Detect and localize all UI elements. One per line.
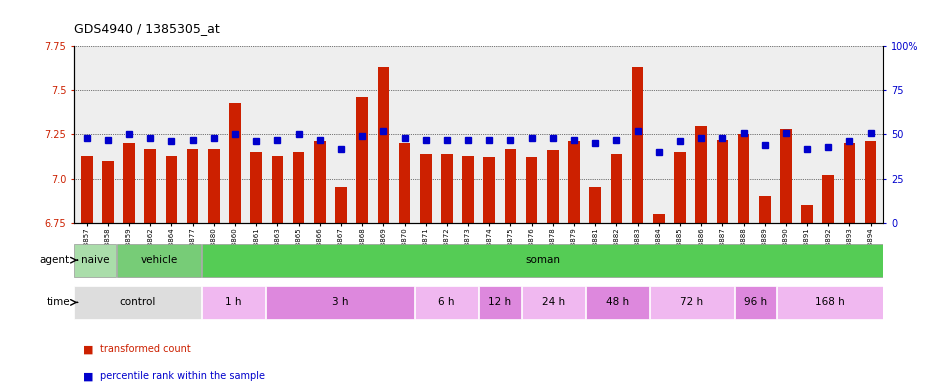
Bar — [74, 244, 117, 276]
Text: naive: naive — [81, 255, 109, 265]
Bar — [462, 156, 474, 223]
Bar — [123, 143, 135, 223]
Text: transformed count: transformed count — [100, 344, 191, 354]
Bar — [547, 150, 559, 223]
Bar — [777, 286, 883, 319]
Text: soman: soman — [525, 255, 560, 265]
Bar — [356, 97, 368, 223]
Bar — [484, 157, 495, 223]
Bar — [166, 156, 178, 223]
Text: vehicle: vehicle — [141, 255, 178, 265]
Text: GDS4940 / 1385305_at: GDS4940 / 1385305_at — [74, 22, 220, 35]
Bar — [780, 129, 792, 223]
Text: 1 h: 1 h — [226, 297, 242, 308]
Text: 24 h: 24 h — [542, 297, 565, 308]
Bar — [251, 152, 262, 223]
Text: ■: ■ — [83, 344, 93, 354]
Bar — [399, 143, 411, 223]
Bar — [377, 67, 389, 223]
Text: ■: ■ — [83, 371, 93, 381]
Text: control: control — [119, 297, 156, 308]
Bar — [844, 143, 856, 223]
Bar — [266, 286, 414, 319]
Bar — [865, 141, 877, 223]
Bar — [117, 244, 202, 276]
Bar — [203, 244, 883, 276]
Bar — [420, 154, 432, 223]
Bar — [525, 157, 537, 223]
Text: 12 h: 12 h — [488, 297, 512, 308]
Bar — [568, 141, 580, 223]
Bar — [653, 214, 664, 223]
Bar — [674, 152, 685, 223]
Text: 72 h: 72 h — [680, 297, 703, 308]
Bar — [208, 149, 219, 223]
Bar — [293, 152, 304, 223]
Text: agent: agent — [40, 255, 70, 265]
Bar — [734, 286, 776, 319]
Bar — [144, 149, 156, 223]
Bar — [758, 196, 771, 223]
Bar — [415, 286, 478, 319]
Bar — [717, 140, 728, 223]
Bar — [203, 286, 265, 319]
Text: 96 h: 96 h — [744, 297, 767, 308]
Text: 6 h: 6 h — [438, 297, 455, 308]
Bar — [102, 161, 114, 223]
Bar — [505, 149, 516, 223]
Bar — [589, 187, 601, 223]
Text: time: time — [46, 297, 70, 308]
Bar — [74, 286, 202, 319]
Text: 48 h: 48 h — [606, 297, 629, 308]
Bar — [335, 187, 347, 223]
Bar — [522, 286, 585, 319]
Bar — [229, 103, 241, 223]
Bar — [80, 156, 92, 223]
Bar — [610, 154, 623, 223]
Bar — [738, 134, 749, 223]
Bar — [441, 154, 452, 223]
Bar — [632, 67, 644, 223]
Bar — [187, 149, 199, 223]
Bar — [801, 205, 813, 223]
Bar — [314, 141, 326, 223]
Text: 168 h: 168 h — [815, 297, 845, 308]
Bar — [479, 286, 521, 319]
Text: percentile rank within the sample: percentile rank within the sample — [100, 371, 265, 381]
Bar — [822, 175, 834, 223]
Bar — [649, 286, 734, 319]
Bar — [696, 126, 707, 223]
Text: 3 h: 3 h — [332, 297, 349, 308]
Bar — [272, 156, 283, 223]
Bar — [586, 286, 648, 319]
